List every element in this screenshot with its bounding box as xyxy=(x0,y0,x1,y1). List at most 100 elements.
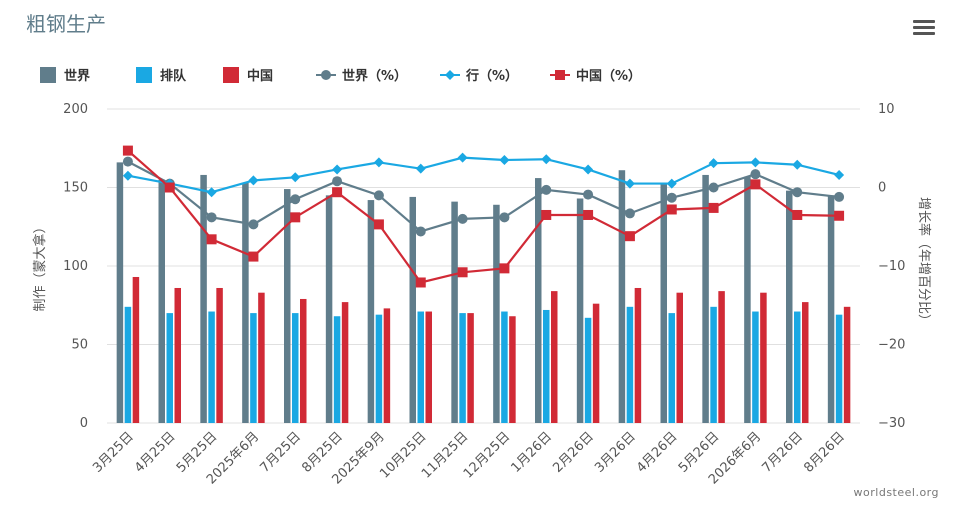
y-left-tick: 50 xyxy=(71,338,88,353)
bar-排队 xyxy=(626,306,634,423)
bar-排队 xyxy=(794,311,801,423)
bar-layer xyxy=(116,162,851,423)
y-left-tick: 0 xyxy=(80,416,88,431)
point-中国（%） xyxy=(583,209,594,220)
legend-marker xyxy=(321,70,331,80)
bar-排队 xyxy=(668,313,675,423)
point-中国（%） xyxy=(373,219,384,230)
line-世界（%） xyxy=(127,160,840,233)
bar-排队 xyxy=(124,306,132,423)
point-世界（%） xyxy=(624,208,635,219)
x-tick-label: 7月26日 xyxy=(760,429,807,476)
point-行（%） xyxy=(457,152,468,163)
x-tick-label: 8月26日 xyxy=(801,429,848,476)
bar-中国 xyxy=(802,302,809,423)
x-tick-label: 2月26日 xyxy=(550,429,597,476)
point-世界（%） xyxy=(708,182,719,193)
bar-世界 xyxy=(284,189,291,423)
y-left-tick: 150 xyxy=(63,181,88,196)
point-行（%） xyxy=(122,170,133,181)
point-中国（%） xyxy=(624,231,635,242)
bar-排队 xyxy=(375,314,383,423)
legend-swatch xyxy=(40,67,56,83)
point-世界（%） xyxy=(666,192,677,203)
bar-排队 xyxy=(417,311,424,423)
y-left-axis-title: 制作（蒙大拿） xyxy=(32,220,48,311)
bar-排队 xyxy=(333,316,341,423)
bar-世界 xyxy=(660,182,667,423)
bar-排队 xyxy=(835,314,843,423)
bar-中国 xyxy=(300,298,307,423)
point-世界（%） xyxy=(541,184,552,195)
y-left-tick: 100 xyxy=(63,259,88,274)
point-行（%） xyxy=(206,187,217,198)
bar-中国 xyxy=(174,287,181,423)
x-tick-label: 12月25日 xyxy=(461,429,513,481)
point-行（%） xyxy=(290,172,301,183)
legend-label: 行（%） xyxy=(465,68,518,84)
bar-世界 xyxy=(618,170,626,423)
bar-中国 xyxy=(425,311,432,423)
y-right-tick: 0 xyxy=(878,181,886,196)
bar-排队 xyxy=(208,311,215,423)
bar-世界 xyxy=(325,195,333,423)
bar-排队 xyxy=(459,313,466,423)
x-tick-label: 7月25日 xyxy=(258,429,305,476)
point-行（%） xyxy=(332,164,343,175)
x-tick-label: 4月25日 xyxy=(132,429,179,476)
point-行（%） xyxy=(415,163,426,174)
point-行（%） xyxy=(708,158,719,169)
line-中国（%） xyxy=(127,149,840,284)
point-行（%） xyxy=(248,175,259,186)
point-世界（%） xyxy=(457,213,468,224)
y-right-tick: −20 xyxy=(878,338,905,353)
line-layer xyxy=(122,145,845,288)
bar-中国 xyxy=(258,292,265,423)
point-中国（%） xyxy=(457,267,468,278)
point-世界（%） xyxy=(122,156,133,167)
bar-中国 xyxy=(592,303,600,423)
line-行（%） xyxy=(127,156,840,194)
bar-世界 xyxy=(493,204,500,423)
bar-排队 xyxy=(250,313,257,423)
point-中国（%） xyxy=(792,209,803,220)
point-世界（%） xyxy=(206,212,217,223)
legend: 世界 排队 中国 世界（%） 行（%） 中国（%） xyxy=(40,67,641,84)
point-行（%） xyxy=(624,178,635,189)
bar-中国 xyxy=(676,292,683,423)
x-tick-label: 1月26日 xyxy=(509,429,556,476)
point-世界（%） xyxy=(248,219,259,230)
point-世界（%） xyxy=(792,187,803,198)
legend-label: 排队 xyxy=(160,68,187,84)
point-世界（%） xyxy=(583,189,594,200)
legend-label: 中国（%） xyxy=(576,68,641,84)
legend-marker xyxy=(445,70,455,80)
bar-世界 xyxy=(116,162,124,423)
point-中国（%） xyxy=(206,234,217,245)
credit-text: worldsteel.org xyxy=(853,486,939,499)
bar-中国 xyxy=(843,306,851,423)
bar-中国 xyxy=(551,291,558,423)
bar-世界 xyxy=(451,201,458,423)
point-世界（%） xyxy=(290,194,301,205)
point-行（%） xyxy=(792,159,803,170)
y-right-axis-title: 增长率（年增百分比） xyxy=(916,197,932,327)
hamburger-menu-icon[interactable] xyxy=(913,20,935,36)
point-世界（%） xyxy=(373,190,384,201)
bar-中国 xyxy=(634,287,642,423)
bar-排队 xyxy=(543,309,550,423)
bar-世界 xyxy=(242,182,249,423)
bar-排队 xyxy=(584,317,592,423)
legend-swatch xyxy=(136,67,152,83)
bar-世界 xyxy=(158,179,165,423)
point-行（%） xyxy=(373,157,384,168)
point-中国（%） xyxy=(541,209,552,220)
point-中国（%） xyxy=(332,187,343,198)
point-行（%） xyxy=(834,169,845,180)
grid-lines xyxy=(107,108,860,424)
legend-label: 世界 xyxy=(64,68,90,84)
y-left-tick: 200 xyxy=(63,102,88,117)
y-right-tick: 10 xyxy=(878,102,895,117)
point-世界（%） xyxy=(499,212,510,223)
